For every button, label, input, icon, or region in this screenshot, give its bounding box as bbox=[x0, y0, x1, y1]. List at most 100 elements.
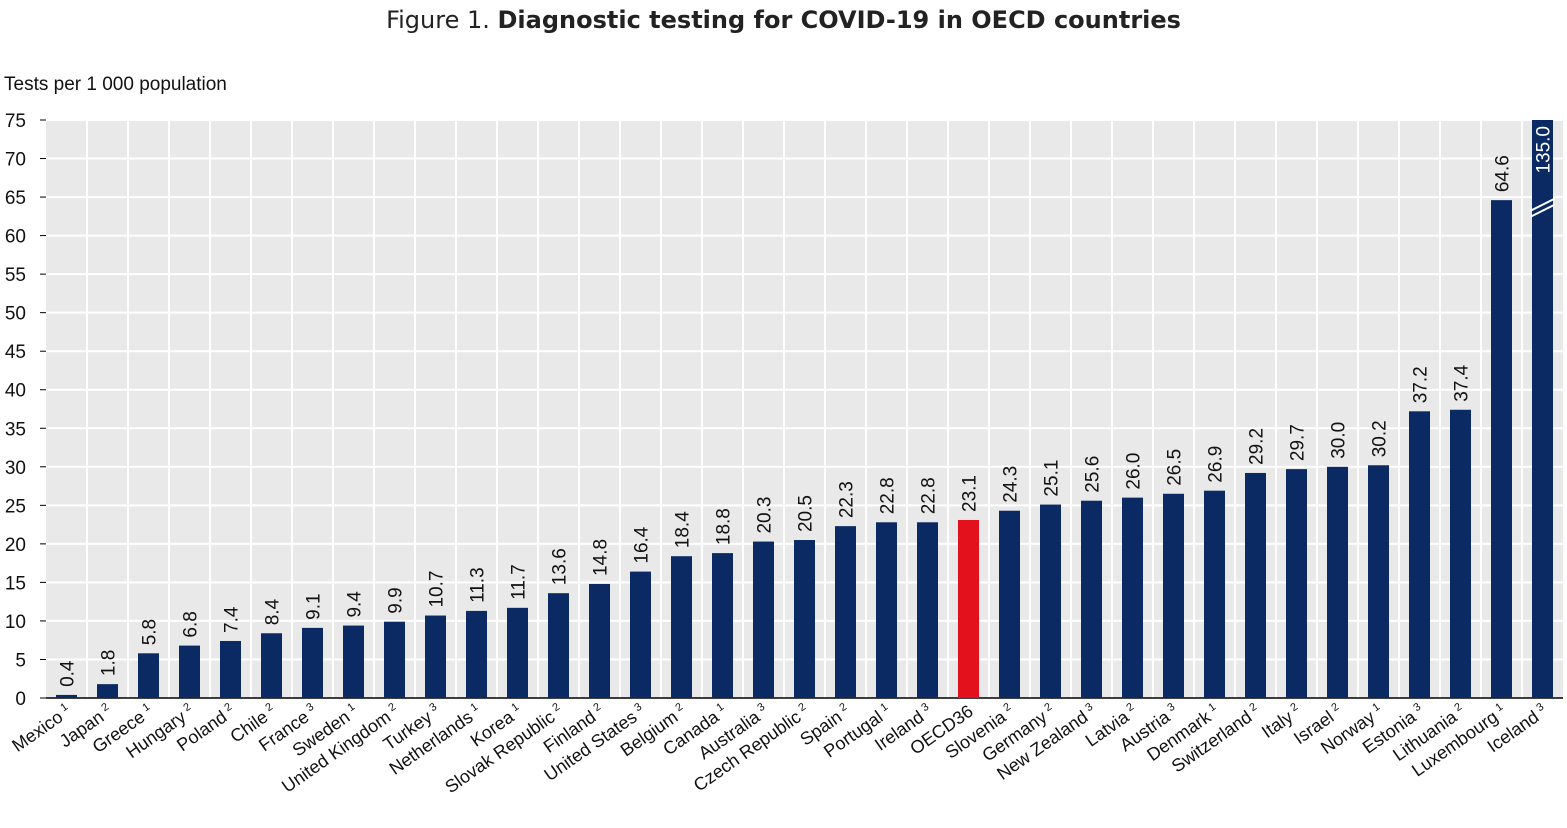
bar-hungary bbox=[179, 645, 200, 698]
bar-denmark bbox=[1204, 490, 1225, 698]
footnote-marker: 2 bbox=[386, 701, 398, 714]
footnote-marker: 1 bbox=[345, 701, 357, 714]
data-label: 24.3 bbox=[1001, 466, 1022, 503]
footnote-marker: 1 bbox=[714, 701, 726, 714]
data-label: 18.8 bbox=[714, 508, 735, 545]
footnote-marker: 3 bbox=[304, 701, 316, 714]
data-label: 7.4 bbox=[222, 606, 243, 633]
bar-canada bbox=[712, 553, 733, 698]
chart-title: Figure 1. Diagnostic testing for COVID-1… bbox=[0, 6, 1567, 34]
y-tick-label: 30 bbox=[5, 458, 26, 479]
footnote-marker: 3 bbox=[755, 701, 767, 714]
footnote-marker: 2 bbox=[1042, 701, 1054, 714]
bar-estonia bbox=[1409, 411, 1430, 698]
data-label: 8.4 bbox=[263, 598, 284, 625]
data-label: 22.3 bbox=[837, 481, 858, 518]
y-tick-label: 75 bbox=[5, 111, 26, 132]
bar-mexico bbox=[56, 694, 77, 698]
data-label: 10.7 bbox=[427, 571, 448, 608]
footnote-marker: 2 bbox=[550, 701, 562, 714]
y-tick-label: 15 bbox=[5, 573, 26, 594]
data-label: 1.8 bbox=[99, 650, 120, 676]
bar-portugal bbox=[876, 522, 897, 698]
data-label: 30.0 bbox=[1329, 422, 1350, 459]
footnote-marker: 2 bbox=[1247, 701, 1259, 714]
data-label: 5.8 bbox=[140, 619, 161, 645]
figure-prefix: Figure 1. bbox=[386, 6, 498, 34]
footnote-marker: 1 bbox=[468, 701, 480, 714]
y-tick-label: 70 bbox=[5, 150, 26, 171]
data-label: 13.6 bbox=[550, 548, 571, 585]
figure-title: Diagnostic testing for COVID-19 in OECD … bbox=[497, 6, 1181, 34]
data-label: 14.8 bbox=[591, 539, 612, 576]
footnote-marker: 2 bbox=[837, 701, 849, 714]
data-label: 22.8 bbox=[919, 477, 940, 514]
bar-latvia bbox=[1122, 497, 1143, 698]
bar-belgium bbox=[671, 556, 692, 698]
footnote-marker: 2 bbox=[796, 701, 808, 714]
bar-united-states bbox=[630, 571, 651, 698]
footnote-marker: 3 bbox=[632, 701, 644, 714]
y-tick-label: 20 bbox=[5, 535, 26, 556]
footnote-marker: 1 bbox=[878, 701, 890, 714]
bar-new-zealand bbox=[1081, 500, 1102, 698]
bar-slovenia bbox=[999, 510, 1020, 698]
data-label: 26.5 bbox=[1165, 449, 1186, 486]
data-label: 9.4 bbox=[345, 591, 366, 618]
bar-united-kingdom bbox=[384, 621, 405, 698]
footnote-marker: 2 bbox=[1124, 701, 1136, 714]
data-label: 25.6 bbox=[1083, 456, 1104, 493]
footnote-marker: 2 bbox=[1288, 701, 1300, 714]
y-tick-label: 5 bbox=[15, 650, 26, 671]
bar-czech-republic bbox=[794, 540, 815, 698]
data-label: 37.2 bbox=[1411, 366, 1432, 403]
y-axis-label: Tests per 1 000 population bbox=[4, 74, 227, 95]
bar-slovak-republic bbox=[548, 593, 569, 698]
data-label: 16.4 bbox=[632, 526, 653, 563]
data-label: 37.4 bbox=[1452, 364, 1473, 401]
footnote-marker: 2 bbox=[1329, 701, 1341, 714]
data-label: 20.3 bbox=[755, 497, 776, 534]
data-label: 26.9 bbox=[1206, 446, 1227, 483]
bar-luxembourg bbox=[1491, 200, 1512, 698]
y-tick-label: 35 bbox=[5, 419, 26, 440]
data-label: 30.2 bbox=[1370, 420, 1391, 457]
y-tick-label: 40 bbox=[5, 381, 26, 402]
data-label: 23.1 bbox=[960, 475, 981, 512]
y-tick-label: 45 bbox=[5, 342, 26, 363]
bar-norway bbox=[1368, 465, 1389, 698]
bar-finland bbox=[589, 583, 610, 698]
y-tick-label: 55 bbox=[5, 265, 26, 286]
data-label: 25.1 bbox=[1042, 460, 1063, 497]
data-label: 26.0 bbox=[1124, 453, 1145, 490]
data-label: 22.8 bbox=[878, 477, 899, 514]
bar-sweden bbox=[343, 625, 364, 698]
bar-switzerland bbox=[1245, 472, 1266, 698]
footnote-marker: 1 bbox=[140, 701, 152, 714]
bar-korea bbox=[507, 607, 528, 698]
bar-turkey bbox=[425, 615, 446, 698]
footnote-marker: 2 bbox=[1452, 701, 1464, 714]
y-tick-label: 10 bbox=[5, 612, 26, 633]
data-label: 11.3 bbox=[468, 567, 489, 603]
footnote-marker: 1 bbox=[1370, 701, 1382, 714]
bar-lithuania bbox=[1450, 409, 1471, 698]
y-tick-label: 50 bbox=[5, 304, 26, 325]
bar-france bbox=[302, 627, 323, 698]
y-tick-label: 65 bbox=[5, 188, 26, 209]
data-label: 135.0 bbox=[1534, 126, 1555, 174]
bar-iceland bbox=[1532, 120, 1553, 698]
footnote-marker: 2 bbox=[99, 701, 111, 714]
bar-japan bbox=[97, 684, 118, 698]
data-label: 9.9 bbox=[386, 587, 407, 613]
footnote-marker: 2 bbox=[673, 701, 685, 714]
bar-israel bbox=[1327, 466, 1348, 698]
data-label: 9.1 bbox=[304, 593, 325, 619]
footnote-marker: 2 bbox=[222, 701, 234, 714]
bar-greece bbox=[138, 653, 159, 698]
footnote-marker: 1 bbox=[58, 701, 70, 714]
data-label: 0.4 bbox=[58, 660, 79, 687]
bar-poland bbox=[220, 640, 241, 698]
data-label: 20.5 bbox=[796, 495, 817, 532]
bar-italy bbox=[1286, 469, 1307, 698]
